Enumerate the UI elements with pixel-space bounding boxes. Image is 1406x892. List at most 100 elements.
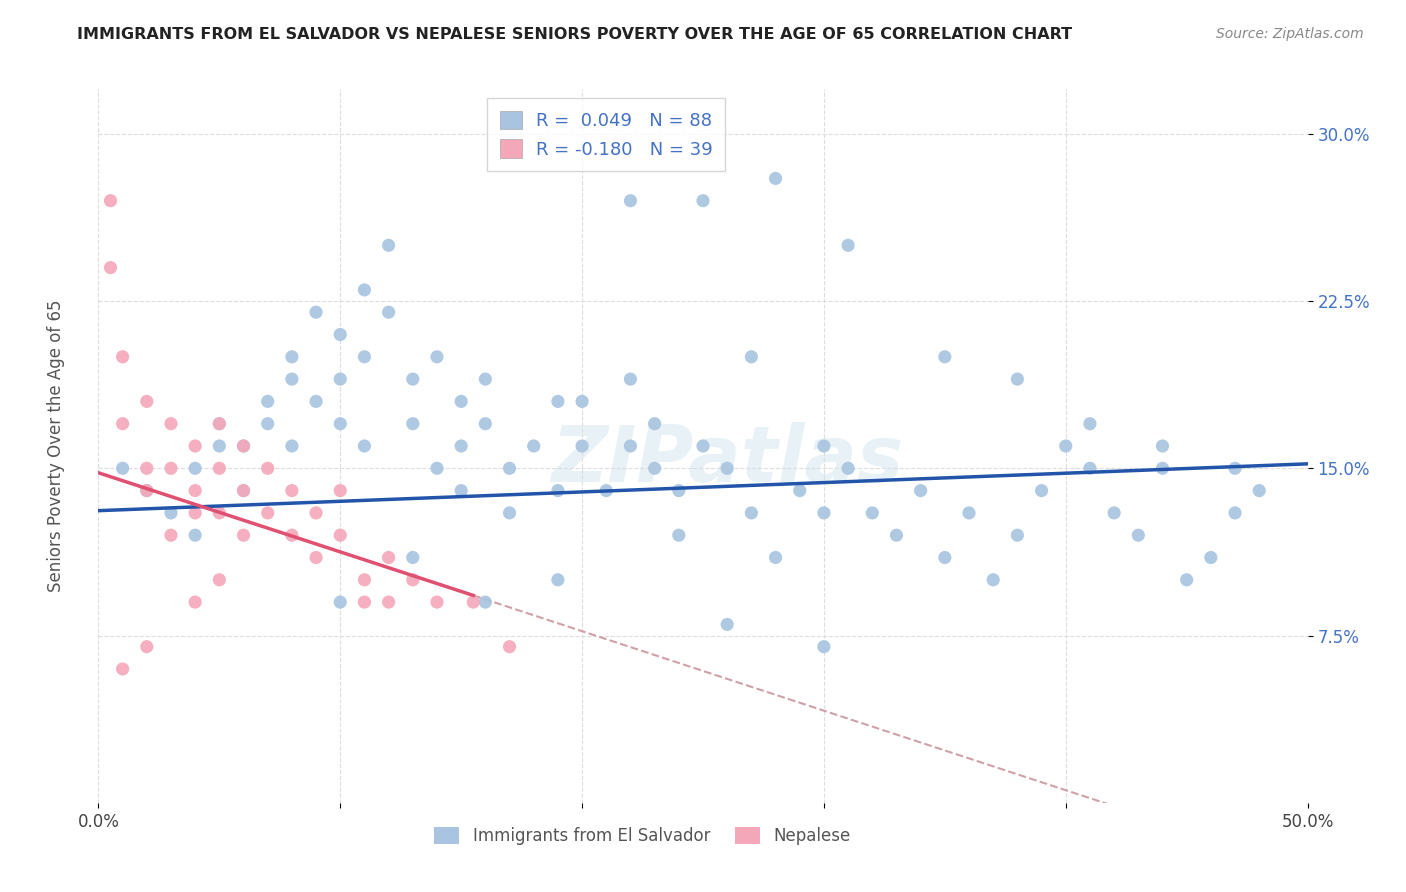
Point (547, 573, 569, 587)
Point (1128, 528, 1150, 542)
Point (765, 550, 787, 565)
Point (498, 506, 520, 520)
Point (160, 528, 183, 542)
Point (100, 260, 122, 275)
Point (619, 372, 641, 386)
Point (135, 483, 157, 498)
Point (886, 528, 908, 542)
Point (256, 461, 278, 475)
Point (232, 439, 254, 453)
Point (329, 327, 352, 342)
Point (692, 439, 714, 453)
Point (184, 461, 207, 475)
Point (1102, 506, 1125, 520)
Point (402, 372, 425, 386)
Point (813, 640, 835, 654)
Point (789, 483, 811, 498)
Point (353, 573, 375, 587)
Point (619, 439, 641, 453)
Point (1152, 439, 1174, 453)
Point (498, 461, 520, 475)
Legend: Immigrants from El Salvador, Nepalese: Immigrants from El Salvador, Nepalese (427, 820, 858, 852)
Point (1152, 461, 1174, 475)
Point (353, 350, 375, 364)
Point (111, 662, 134, 676)
Point (426, 595, 449, 609)
Point (716, 461, 738, 475)
Point (184, 528, 207, 542)
Point (184, 595, 207, 609)
Point (450, 394, 472, 409)
Point (692, 194, 714, 208)
Point (571, 439, 593, 453)
Point (111, 461, 134, 475)
Point (329, 595, 352, 609)
Point (1054, 439, 1077, 453)
Point (256, 394, 278, 409)
Point (547, 394, 569, 409)
Point (281, 528, 304, 542)
Point (668, 528, 690, 542)
Point (305, 394, 328, 409)
Point (934, 550, 956, 565)
Point (208, 417, 231, 431)
Point (281, 483, 304, 498)
Point (160, 461, 183, 475)
Point (305, 550, 328, 565)
Point (910, 483, 932, 498)
Point (256, 506, 278, 520)
Point (463, 595, 485, 609)
Point (232, 483, 254, 498)
Point (329, 417, 352, 431)
Point (232, 528, 254, 542)
Point (860, 506, 883, 520)
Point (402, 550, 425, 565)
Point (426, 461, 449, 475)
Point (353, 439, 375, 453)
Point (1223, 461, 1246, 475)
Point (765, 171, 787, 186)
Point (1223, 506, 1246, 520)
Point (1249, 483, 1271, 498)
Point (135, 483, 157, 498)
Point (208, 439, 231, 453)
Text: Seniors Poverty Over the Age of 65: Seniors Poverty Over the Age of 65 (48, 300, 65, 592)
Point (547, 483, 569, 498)
Point (232, 483, 254, 498)
Point (740, 350, 762, 364)
Point (208, 573, 231, 587)
Point (813, 506, 835, 520)
Point (402, 573, 425, 587)
Point (135, 640, 157, 654)
Point (426, 350, 449, 364)
Point (256, 417, 278, 431)
Point (160, 506, 183, 520)
Point (353, 595, 375, 609)
Point (377, 305, 399, 319)
Point (644, 461, 666, 475)
Point (837, 461, 859, 475)
Point (208, 506, 231, 520)
Point (208, 417, 231, 431)
Point (450, 439, 472, 453)
Point (377, 550, 399, 565)
Point (1078, 417, 1101, 431)
Point (957, 506, 980, 520)
Point (184, 483, 207, 498)
Point (135, 461, 157, 475)
Point (135, 394, 157, 409)
Text: ZIPatlas: ZIPatlas (551, 422, 903, 499)
Point (111, 350, 134, 364)
Point (523, 439, 546, 453)
Point (740, 506, 762, 520)
Point (474, 372, 496, 386)
Point (100, 194, 122, 208)
Point (184, 506, 207, 520)
Point (981, 573, 1004, 587)
Point (474, 417, 496, 431)
Point (377, 595, 399, 609)
Point (305, 506, 328, 520)
Point (668, 483, 690, 498)
Point (1007, 372, 1029, 386)
Point (571, 394, 593, 409)
